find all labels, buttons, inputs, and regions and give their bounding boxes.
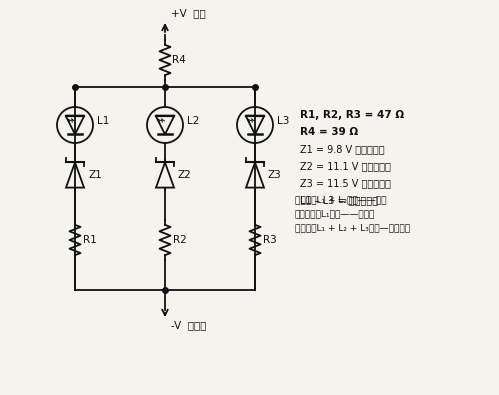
Text: Z1: Z1 bbox=[88, 170, 102, 180]
Text: 二个灯（L₁ + L₂）亮——正常: 二个灯（L₁ + L₂）亮——正常 bbox=[295, 196, 387, 205]
Text: L3: L3 bbox=[277, 116, 289, 126]
Text: +V  尖端: +V 尖端 bbox=[171, 8, 206, 18]
Text: -V  环状端: -V 环状端 bbox=[171, 320, 207, 330]
Text: Z1 = 9.8 V 齐纳二极管: Z1 = 9.8 V 齐纳二极管 bbox=[300, 144, 385, 154]
Text: R1: R1 bbox=[83, 235, 97, 245]
Text: R2: R2 bbox=[173, 235, 187, 245]
Text: L1: L1 bbox=[97, 116, 109, 126]
Text: 一个灯（仅L₁）亮——电压低: 一个灯（仅L₁）亮——电压低 bbox=[295, 209, 375, 218]
Text: R4 = 39 Ω: R4 = 39 Ω bbox=[300, 127, 358, 137]
Text: L1 – L3 = 发光二极管: L1 – L3 = 发光二极管 bbox=[300, 195, 378, 205]
Text: Z3: Z3 bbox=[268, 170, 282, 180]
Text: R4: R4 bbox=[172, 55, 186, 65]
Text: 三个灯（L₁ + L₂ + L₃）亮—电压过高: 三个灯（L₁ + L₂ + L₃）亮—电压过高 bbox=[295, 224, 410, 233]
Text: Z3 = 11.5 V 齐纳二极管: Z3 = 11.5 V 齐纳二极管 bbox=[300, 178, 391, 188]
Text: R3: R3 bbox=[263, 235, 277, 245]
Text: Z2: Z2 bbox=[178, 170, 192, 180]
Text: L2: L2 bbox=[187, 116, 200, 126]
Text: R1, R2, R3 = 47 Ω: R1, R2, R3 = 47 Ω bbox=[300, 110, 404, 120]
Text: Z2 = 11.1 V 齐纳二极管: Z2 = 11.1 V 齐纳二极管 bbox=[300, 161, 391, 171]
